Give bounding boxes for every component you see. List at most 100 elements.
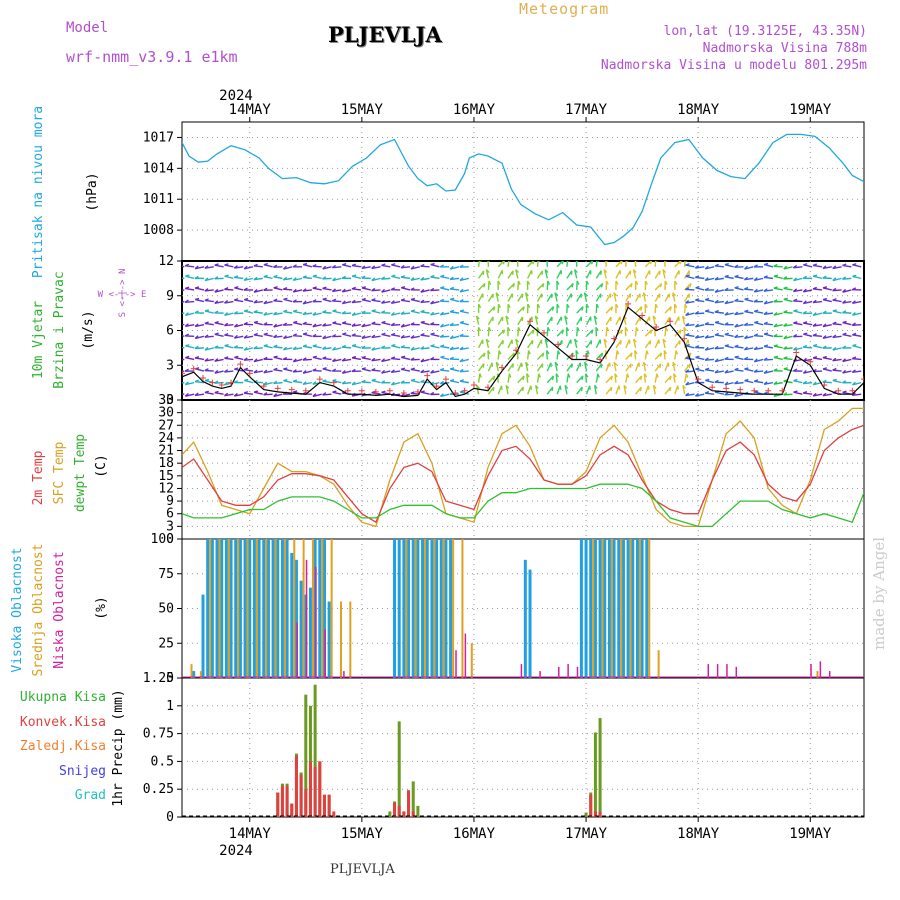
wind-arrow-head: [508, 373, 512, 378]
wind-arrow: [234, 356, 244, 361]
wind-arrow-head: [253, 332, 258, 336]
wind-arrow: [263, 393, 273, 396]
wind-arrow: [204, 322, 214, 326]
wind-arrow-head: [194, 356, 200, 359]
wind-arrow-head: [400, 323, 405, 328]
wind-arrow-head: [704, 321, 709, 325]
wind-arrow-head: [783, 392, 788, 396]
wind-arrow: [525, 362, 529, 372]
wind-arrow: [351, 264, 362, 268]
wind-arrow: [478, 352, 486, 360]
wind-arrow-head: [773, 299, 778, 303]
wind-arrow-head: [371, 367, 376, 371]
wind-arrow: [204, 347, 214, 351]
wind-arrow: [554, 292, 558, 302]
wind-arrow: [371, 289, 381, 292]
wind-arrow-head: [685, 274, 690, 277]
wind-arrow: [754, 358, 764, 363]
wind-arrow: [487, 306, 496, 314]
wind-arrow-head: [669, 375, 672, 381]
wind-arrow: [244, 266, 254, 270]
wind-arrow: [685, 264, 695, 268]
wind-arrow-head: [743, 322, 749, 326]
wind-arrow-head: [214, 320, 219, 324]
cloud-high-bar: [626, 539, 630, 678]
wind-arrow: [664, 375, 672, 384]
wind-arrow-head: [282, 286, 288, 290]
wind-arrow: [822, 393, 832, 397]
wind-arrow: [644, 329, 653, 337]
wind-arrow-head: [792, 333, 798, 338]
wind-arrow-head: [332, 277, 336, 282]
wind-arrow: [351, 324, 362, 327]
wind-arrow-head: [734, 380, 739, 385]
wind-arrow-head: [812, 333, 817, 337]
wind-arrow: [773, 312, 783, 316]
wind-arrow-head: [351, 263, 356, 267]
wind-arrow-head: [793, 309, 798, 312]
wind-arrow-head: [832, 287, 837, 292]
wind-arrow-head: [390, 369, 395, 373]
wind-arrow: [783, 324, 793, 327]
wind-arrow-head: [459, 320, 465, 324]
bottom-day-label: 14MAY: [229, 826, 272, 842]
wind-arrow-head: [694, 345, 700, 349]
wind-arrow: [535, 385, 539, 395]
wind-arrow: [832, 289, 842, 292]
wind-arrow: [695, 324, 705, 328]
wind-arrow-head: [390, 356, 396, 360]
wind-arrow-head: [331, 333, 337, 338]
wind-arrow: [273, 335, 283, 339]
wind-arrow-head: [832, 321, 837, 325]
wind-arrow: [662, 269, 666, 279]
wind-arrow: [803, 333, 813, 337]
wind-arrow-head: [773, 286, 778, 289]
pressure-title: Pritisak na nivou mora: [31, 106, 46, 278]
cloud-mid-bar: [218, 539, 221, 678]
wind-arrow: [842, 289, 852, 293]
wind-arrow-head: [564, 315, 569, 320]
wind-arrow: [475, 315, 480, 325]
wind-arrow-head: [634, 350, 638, 355]
wind-arrow-head: [487, 350, 491, 355]
cloud-high-bar: [215, 539, 219, 678]
cloud-high-bar: [266, 539, 270, 678]
wind-arrow: [273, 287, 283, 291]
wind-arrow-head: [263, 311, 268, 316]
wind-arrow: [615, 340, 622, 349]
wind-arrow: [352, 275, 362, 280]
wind-arrow: [714, 321, 725, 326]
wind-arrow-head: [371, 346, 376, 351]
y-tick-label: 6: [166, 324, 174, 339]
bottom-day-label: 15MAY: [341, 826, 384, 842]
wind-gust-marker: [330, 379, 337, 386]
wind-arrow-head: [243, 321, 248, 325]
wind-arrow: [293, 321, 303, 326]
top-day-label: 14MAY: [229, 102, 272, 118]
wind-arrow: [527, 261, 535, 268]
wind-arrow-head: [381, 332, 386, 336]
temp-unit: (C): [94, 454, 109, 477]
wind-gust-marker: [344, 387, 351, 394]
wind-arrow: [684, 363, 691, 372]
wind-arrow: [342, 333, 352, 337]
wind-arrow: [487, 293, 494, 302]
cloud-high-bar: [280, 539, 284, 678]
cloud-high-bar: [397, 539, 401, 678]
wind-arrow-head: [233, 334, 238, 339]
dewpt-temp-line: [182, 483, 864, 528]
wind-arrow-head: [685, 312, 690, 316]
wind-arrow-head: [673, 373, 677, 378]
wind-arrow: [605, 327, 608, 337]
wind-arrow: [564, 385, 568, 395]
wind-arrow: [803, 300, 813, 305]
wind-arrow-head: [753, 299, 758, 303]
cloud-low-title: Niska Oblacnost: [52, 551, 67, 668]
wind-arrow: [644, 340, 652, 349]
wind-arrow-head: [371, 298, 376, 301]
wind-arrow: [556, 350, 559, 360]
wind-arrow: [185, 312, 195, 316]
wind-arrow: [724, 370, 734, 374]
wind-arrow: [605, 306, 613, 314]
wind-arrow: [302, 276, 312, 280]
